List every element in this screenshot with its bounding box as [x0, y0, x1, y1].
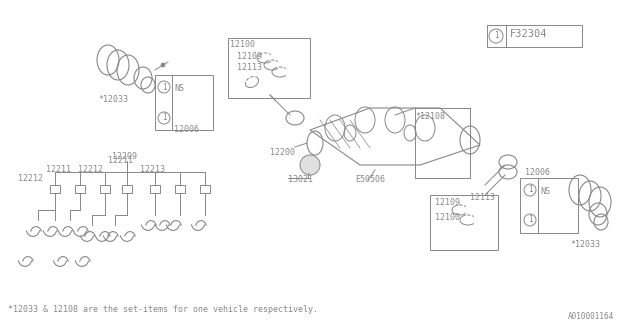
- Text: 12213: 12213: [140, 165, 165, 174]
- Bar: [122, 185, 132, 193]
- Text: 12113: 12113: [237, 63, 262, 72]
- Bar: [430, 195, 498, 250]
- Text: 1: 1: [528, 215, 532, 225]
- Text: NS: NS: [540, 187, 550, 196]
- Text: 1: 1: [493, 31, 499, 41]
- Text: 1: 1: [162, 83, 166, 92]
- Bar: [520, 178, 578, 233]
- Circle shape: [300, 155, 320, 175]
- Circle shape: [524, 184, 536, 196]
- Bar: [50, 185, 60, 193]
- Bar: [487, 25, 582, 47]
- Text: 12006: 12006: [174, 125, 199, 134]
- Text: 12211: 12211: [46, 165, 71, 174]
- Text: 1: 1: [528, 186, 532, 195]
- Text: 12109: 12109: [435, 198, 460, 207]
- Bar: [175, 185, 185, 193]
- Text: E50506: E50506: [355, 175, 385, 184]
- Text: 12212: 12212: [18, 174, 43, 183]
- Text: 12100: 12100: [435, 213, 460, 222]
- Text: *12033: *12033: [98, 95, 128, 104]
- Text: 12100: 12100: [230, 40, 255, 49]
- Circle shape: [158, 81, 170, 93]
- Circle shape: [524, 214, 536, 226]
- Text: F32304: F32304: [510, 29, 547, 39]
- Text: 12211: 12211: [108, 156, 133, 165]
- Text: *12033: *12033: [570, 240, 600, 249]
- Text: A010001164: A010001164: [568, 312, 614, 320]
- Bar: [150, 185, 160, 193]
- Text: 12113: 12113: [470, 193, 495, 202]
- Text: *12108: *12108: [415, 112, 445, 121]
- Text: 12209: 12209: [112, 152, 137, 161]
- Circle shape: [158, 112, 170, 124]
- Bar: [200, 185, 210, 193]
- Text: 12109: 12109: [237, 52, 262, 61]
- Circle shape: [489, 29, 503, 43]
- Text: NS: NS: [174, 84, 184, 93]
- Bar: [155, 75, 213, 130]
- Text: 12200: 12200: [270, 148, 295, 157]
- Text: 13021: 13021: [288, 175, 313, 184]
- Text: *12033 & 12108 are the set-items for one vehicle respectively.: *12033 & 12108 are the set-items for one…: [8, 305, 318, 314]
- Circle shape: [161, 63, 165, 67]
- Text: 1: 1: [162, 114, 166, 123]
- Bar: [228, 38, 310, 98]
- Bar: [75, 185, 85, 193]
- Text: 12006: 12006: [525, 168, 550, 177]
- Text: 12212: 12212: [78, 165, 103, 174]
- Bar: [100, 185, 110, 193]
